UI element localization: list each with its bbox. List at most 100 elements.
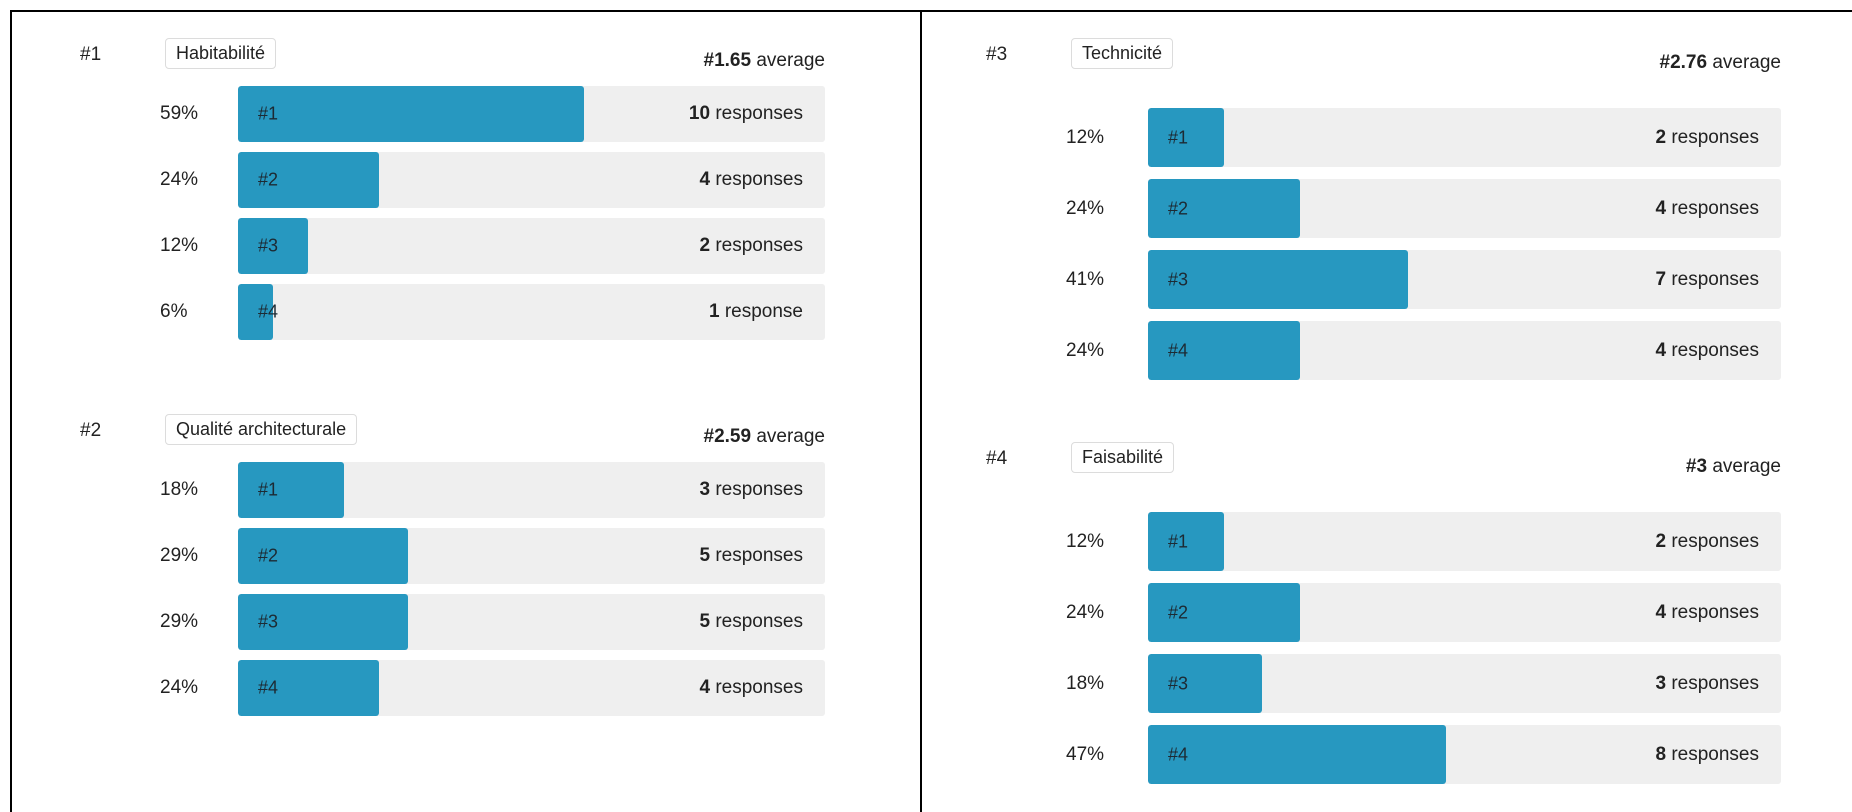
average-suffix: average	[1707, 52, 1781, 73]
response-number: 4	[1655, 601, 1667, 623]
option-label: #2	[1168, 198, 1189, 218]
response-number: 4	[1655, 339, 1667, 361]
middle-divider	[920, 10, 922, 812]
bar-track: #3 7 responses	[1148, 250, 1781, 309]
bar-track: #2 4 responses	[238, 152, 825, 208]
response-number: 7	[1655, 268, 1667, 290]
response-count: 3 responses	[1655, 673, 1759, 695]
response-count: 7 responses	[1655, 269, 1759, 291]
bar-track: #1 2 responses	[1148, 108, 1781, 167]
item-title-chip: Faisabilité	[1071, 442, 1175, 473]
response-count: 5 responses	[699, 545, 803, 567]
bar-fill	[238, 528, 409, 584]
average-value: #2.76	[1659, 52, 1708, 73]
bar-fill	[238, 152, 379, 208]
option-label: #3	[1168, 673, 1189, 693]
percent-label: 59%	[160, 103, 199, 124]
response-word: response	[719, 301, 803, 322]
response-number: 8	[1655, 743, 1667, 765]
response-number: 5	[699, 611, 711, 632]
percent-label: 24%	[1066, 601, 1105, 623]
bar-fill	[238, 284, 274, 340]
average-suffix: average	[751, 50, 825, 71]
average-label: #1.65 average	[704, 50, 826, 72]
response-count: 4 responses	[699, 677, 803, 699]
bar-fill	[1148, 250, 1408, 309]
percent-label: 24%	[1066, 339, 1105, 361]
bar-row: 24% #2 4 responses	[80, 152, 825, 208]
bar-fill	[1148, 179, 1300, 238]
response-number: 3	[699, 479, 711, 500]
bar-row: 59% #1 10 responses	[80, 86, 825, 142]
percent-label: 41%	[1066, 268, 1105, 290]
bar-track: #4 1 response	[238, 284, 825, 340]
item-rank: #1	[80, 44, 102, 65]
option-label: #1	[258, 479, 279, 500]
response-count: 4 responses	[1655, 198, 1759, 220]
response-count: 2 responses	[1655, 127, 1759, 149]
bar-fill	[238, 594, 409, 650]
percent-label: 12%	[1066, 126, 1105, 148]
bar-fill	[1148, 321, 1300, 380]
bar-row: 12% #1 2 responses	[986, 108, 1781, 167]
response-word: responses	[1666, 743, 1759, 765]
bar-track: #3 5 responses	[238, 594, 825, 650]
response-count: 8 responses	[1655, 744, 1759, 766]
average-label: #2.59 average	[704, 426, 826, 448]
bar-fill	[1148, 108, 1224, 167]
response-number: 4	[1655, 197, 1667, 219]
percent-label: 47%	[1066, 743, 1105, 765]
option-label: #4	[258, 677, 279, 698]
option-label: #2	[1168, 602, 1189, 622]
option-label: #3	[258, 611, 279, 632]
bar-row: 18% #1 3 responses	[80, 462, 825, 518]
item-rank: #2	[80, 420, 102, 441]
bar-track: #1 2 responses	[1148, 512, 1781, 571]
average-suffix: average	[751, 426, 825, 447]
option-label: #4	[258, 301, 279, 322]
average-value: #2.59	[703, 426, 752, 447]
response-word: responses	[710, 235, 803, 256]
item-title-chip: Habitabilité	[165, 38, 277, 69]
percent-label: 18%	[160, 479, 199, 500]
top-border-right	[922, 10, 1852, 12]
item-rank: #3	[986, 44, 1008, 65]
option-label: #1	[1168, 531, 1189, 551]
response-number: 4	[699, 169, 711, 190]
response-number: 2	[1655, 530, 1667, 552]
response-number: 2	[699, 235, 711, 256]
percent-label: 29%	[160, 611, 199, 632]
bar-row: 29% #2 5 responses	[80, 528, 825, 584]
bar-row: 12% #1 2 responses	[986, 512, 1781, 571]
bar-row: 24% #2 4 responses	[986, 179, 1781, 238]
bar-track: #3 2 responses	[238, 218, 825, 274]
response-word: responses	[1666, 339, 1759, 361]
response-number: 2	[1655, 126, 1667, 148]
option-label: #1	[1168, 127, 1189, 147]
response-count: 4 responses	[1655, 340, 1759, 362]
bar-fill	[1148, 654, 1262, 713]
left-border	[10, 10, 12, 812]
bar-fill	[1148, 725, 1446, 784]
bar-row: 12% #3 2 responses	[80, 218, 825, 274]
bar-fill	[238, 218, 309, 274]
percent-label: 6%	[160, 301, 188, 322]
percent-label: 24%	[1066, 197, 1105, 219]
response-number: 4	[699, 677, 711, 698]
bar-track: #2 4 responses	[1148, 179, 1781, 238]
bar-track: #2 5 responses	[238, 528, 825, 584]
response-number: 10	[688, 103, 711, 124]
bar-fill	[238, 86, 585, 142]
option-label: #2	[258, 169, 279, 190]
item-title-chip: Qualité architecturale	[165, 414, 358, 445]
response-word: responses	[710, 545, 803, 566]
bar-row: 24% #4 4 responses	[986, 321, 1781, 380]
response-count: 1 response	[709, 301, 803, 323]
percent-label: 24%	[160, 677, 199, 698]
response-word: responses	[1666, 197, 1759, 219]
response-word: responses	[710, 677, 803, 698]
response-count: 4 responses	[1655, 602, 1759, 624]
response-count: 2 responses	[1655, 531, 1759, 553]
response-word: responses	[1666, 530, 1759, 552]
option-label: #3	[258, 235, 279, 256]
